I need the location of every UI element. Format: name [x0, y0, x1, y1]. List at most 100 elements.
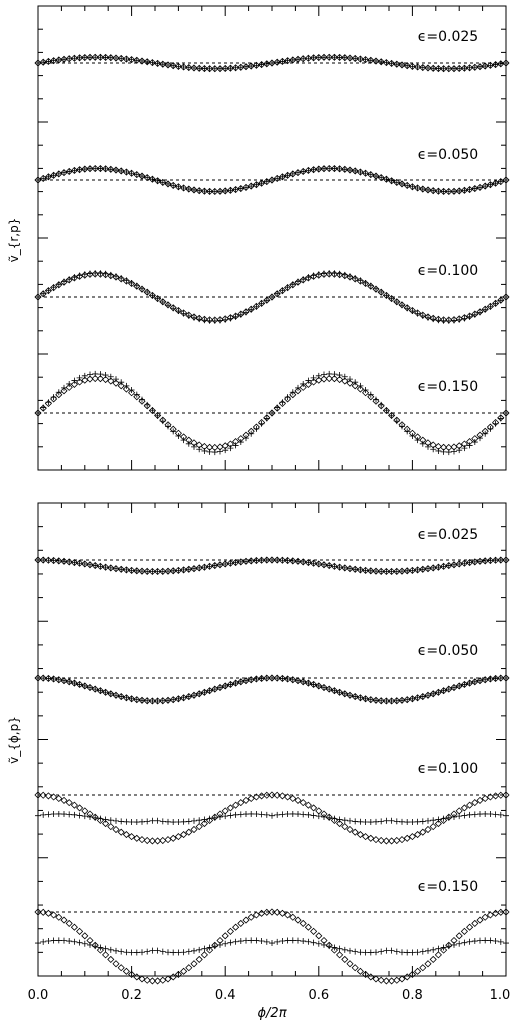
plus-point — [159, 948, 166, 955]
diamond-point — [320, 375, 328, 383]
diamond-point — [289, 794, 297, 803]
plus-point — [118, 818, 125, 825]
diamond-point — [497, 791, 505, 799]
diamond-point — [55, 281, 63, 289]
plus-point — [477, 811, 483, 818]
diamond-point — [414, 63, 422, 71]
plus-point — [81, 166, 88, 173]
diamond-point — [190, 960, 198, 968]
plus-point — [211, 449, 218, 456]
diamond-point — [159, 697, 167, 705]
plus-point — [139, 58, 145, 65]
plus-point — [466, 64, 473, 71]
plus-point — [336, 372, 343, 379]
plus-point — [196, 946, 203, 953]
diamond-point — [133, 567, 141, 575]
plus-point — [477, 435, 483, 442]
diamond-point — [50, 284, 58, 292]
x-tick-label-1: 0.2 — [121, 988, 142, 1003]
plus-point — [352, 818, 359, 825]
plus-point — [107, 271, 114, 278]
plus-point — [81, 940, 88, 947]
top-curve-label-3: ϵ=0.100 — [418, 263, 478, 279]
plus-point — [430, 946, 437, 953]
plus-point — [35, 812, 41, 819]
diamond-point — [455, 64, 463, 73]
plus-point — [289, 557, 296, 564]
plus-point — [107, 166, 114, 173]
diamond-point — [237, 558, 245, 566]
plus-point — [55, 810, 62, 817]
x-tick-label-3: 0.6 — [308, 988, 329, 1003]
plus-point — [456, 447, 463, 454]
plus-point — [404, 696, 411, 703]
plus-point — [367, 949, 374, 956]
plus-point — [118, 379, 125, 386]
diamond-point — [185, 63, 193, 72]
plus-point — [97, 563, 104, 570]
plus-point — [128, 56, 135, 63]
plus-point — [503, 177, 509, 183]
diamond-point — [148, 291, 156, 299]
plus-point — [477, 677, 483, 684]
diamond-point — [382, 291, 390, 299]
plus-point — [35, 294, 41, 300]
plus-point — [258, 61, 265, 68]
plus-point — [471, 185, 478, 192]
plus-point — [144, 948, 151, 955]
plus-point — [185, 818, 192, 825]
plus-point — [289, 281, 296, 288]
plus-point — [128, 819, 135, 826]
top-panel: ϵ=0.025 ϵ=0.050 ϵ=0.100 ϵ=0.150 ṽ_{r,p} — [7, 5, 510, 471]
plus-point — [211, 814, 218, 821]
plus-point — [185, 64, 192, 71]
plus-point — [139, 173, 145, 180]
top-curve-label-4: ϵ=0.150 — [418, 379, 478, 395]
plus-point — [40, 59, 47, 66]
plus-point — [336, 816, 343, 823]
diamond-point — [341, 377, 349, 385]
plus-point — [196, 564, 203, 571]
diamond-point — [341, 823, 349, 831]
diamond-point — [382, 407, 390, 415]
plus-point — [482, 63, 489, 70]
plus-point — [430, 690, 437, 697]
diamond-point — [362, 833, 370, 841]
plus-point — [102, 270, 109, 277]
plus-point — [50, 172, 57, 179]
plus-point — [295, 169, 301, 176]
x-tick-labels: 0.0 0.2 0.4 0.6 0.8 1.0 — [28, 988, 511, 1003]
plus-point — [305, 55, 312, 62]
diamond-point — [304, 558, 312, 567]
plus-point — [321, 941, 327, 948]
plus-point — [196, 817, 203, 824]
plus-point — [227, 939, 234, 946]
plus-point — [102, 165, 109, 172]
plus-point — [274, 404, 281, 411]
plus-point — [97, 815, 104, 822]
plus-point — [201, 816, 208, 823]
plus-point — [87, 941, 93, 948]
plus-point — [97, 371, 104, 378]
plus-point — [92, 686, 99, 693]
plus-point — [461, 812, 468, 819]
plus-point — [289, 676, 296, 683]
plus-point — [419, 440, 426, 447]
diamond-point — [341, 955, 349, 963]
plus-point — [315, 560, 322, 567]
plus-point — [362, 170, 369, 177]
plus-point — [237, 938, 244, 945]
diamond-point — [367, 696, 375, 704]
plus-point — [367, 57, 374, 64]
diamond-point — [154, 837, 162, 845]
plus-point — [477, 937, 483, 944]
diamond-point — [419, 964, 427, 972]
diamond-point — [174, 566, 182, 574]
plus-point — [92, 814, 99, 821]
plus-point — [107, 690, 114, 697]
diamond-point — [65, 558, 73, 566]
plus-point — [81, 813, 88, 820]
plus-point — [357, 818, 364, 825]
diamond-point — [138, 57, 146, 65]
plus-point — [50, 675, 57, 682]
